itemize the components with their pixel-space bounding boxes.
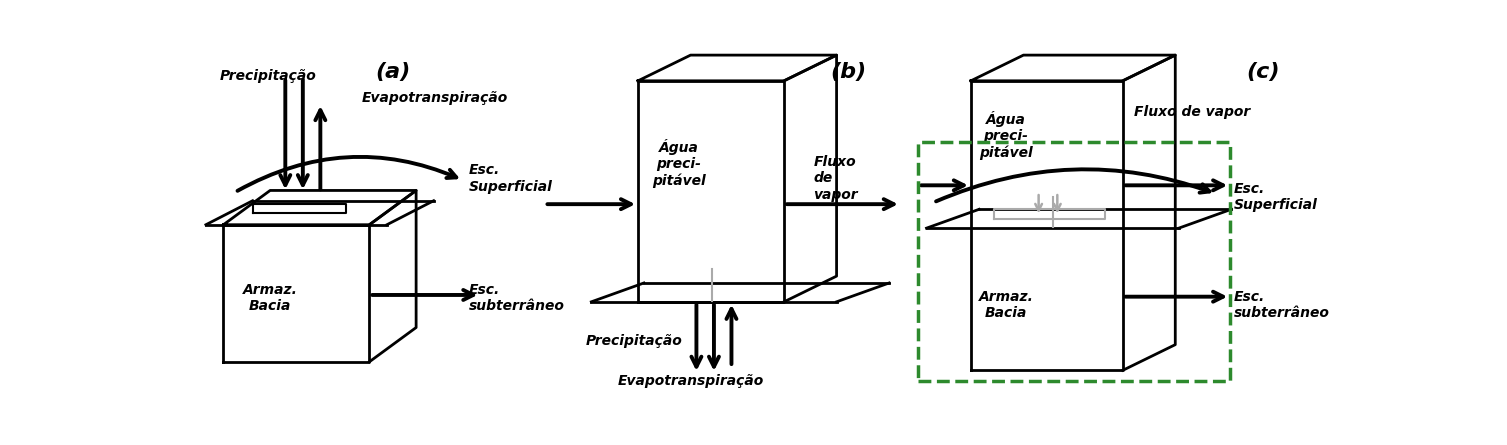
Text: Fluxo de vapor: Fluxo de vapor xyxy=(1135,105,1251,119)
FancyArrowPatch shape xyxy=(936,169,1210,201)
Text: Água
preci-
pitável: Água preci- pitável xyxy=(980,111,1032,160)
Text: Esc.
subterrâneo: Esc. subterrâneo xyxy=(1234,290,1329,320)
Text: Esc.
Superficial: Esc. Superficial xyxy=(1234,182,1317,212)
Text: Esc.
Superficial: Esc. Superficial xyxy=(469,163,553,194)
Text: Fluxo
de
vapor: Fluxo de vapor xyxy=(814,155,857,202)
Bar xyxy=(918,142,1230,380)
Text: Esc.
subterrâneo: Esc. subterrâneo xyxy=(469,283,565,313)
Text: Precipitação: Precipitação xyxy=(585,334,683,348)
Text: Precipitação: Precipitação xyxy=(220,69,316,83)
Text: Evapotranspiração: Evapotranspiração xyxy=(362,91,508,105)
Text: Evapotranspiração: Evapotranspiração xyxy=(618,374,764,388)
Text: Armaz.
Bacia: Armaz. Bacia xyxy=(978,290,1034,320)
Text: Armaz.
Bacia: Armaz. Bacia xyxy=(243,283,297,313)
Text: (c): (c) xyxy=(1246,62,1279,82)
Text: Água
preci-
pitável: Água preci- pitável xyxy=(653,138,705,187)
Text: (a): (a) xyxy=(375,62,410,82)
Text: (b): (b) xyxy=(830,62,867,82)
FancyArrowPatch shape xyxy=(238,157,457,191)
